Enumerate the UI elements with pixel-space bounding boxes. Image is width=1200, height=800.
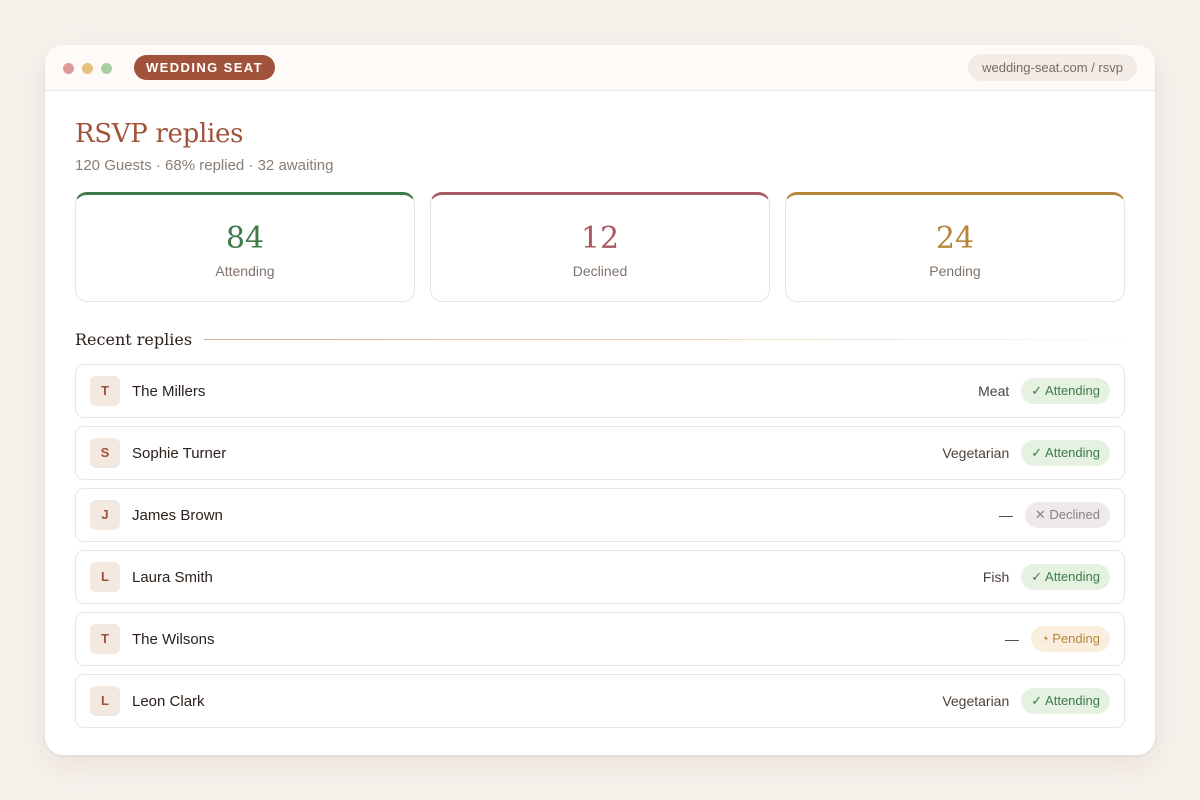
- status-badge: ✓ Attending: [1021, 688, 1110, 714]
- guest-name: The Millers: [132, 382, 206, 400]
- guest-name: James Brown: [132, 506, 223, 524]
- list-item[interactable]: L Laura Smith Fish ✓ Attending: [75, 550, 1125, 604]
- minimize-window-dot[interactable]: [82, 63, 93, 74]
- section-title: Recent replies: [75, 329, 193, 349]
- list-item[interactable]: T The Wilsons — ◔ Pending: [75, 612, 1125, 666]
- stat-value: 24: [935, 221, 975, 256]
- replies-list: T The Millers Meat ✓ Attending S Sophie …: [75, 364, 1125, 728]
- meal-choice: Vegetarian: [942, 445, 1010, 461]
- meal-choice: Vegetarian: [942, 693, 1010, 709]
- avatar: T: [90, 376, 120, 406]
- maximize-window-dot[interactable]: [101, 63, 112, 74]
- page-title: RSVP replies: [75, 119, 244, 149]
- meal-choice: —: [1004, 631, 1019, 647]
- guest-name: Sophie Turner: [132, 444, 227, 462]
- guest-name: Laura Smith: [132, 568, 213, 586]
- page-subtitle: 120 Guests · 68% replied · 32 awaiting: [75, 157, 334, 174]
- main-content: RSVP replies 120 Guests · 68% replied · …: [75, 91, 1125, 736]
- meal-choice: Fish: [982, 569, 1010, 585]
- brand-badge: WEDDING SEAT: [134, 55, 275, 80]
- stat-label: Attending: [215, 263, 275, 279]
- list-item[interactable]: J James Brown — ✕ Declined: [75, 488, 1125, 542]
- stat-label: Pending: [929, 263, 981, 279]
- recent-replies-header: Recent replies: [75, 328, 1125, 350]
- avatar: L: [90, 686, 120, 716]
- guest-name: The Wilsons: [132, 630, 215, 648]
- stat-card-attending[interactable]: 84 Attending: [75, 192, 415, 302]
- status-badge: ✓ Attending: [1021, 564, 1110, 590]
- close-window-dot[interactable]: [63, 63, 74, 74]
- avatar: T: [90, 624, 120, 654]
- avatar: S: [90, 438, 120, 468]
- meal-choice: —: [998, 507, 1013, 523]
- stat-label: Declined: [572, 263, 628, 279]
- stat-card-declined[interactable]: 12 Declined: [430, 192, 770, 302]
- status-badge: ◔ Pending: [1030, 626, 1110, 652]
- guest-name: Leon Clark: [132, 692, 205, 710]
- url-bar[interactable]: wedding-seat.com / rsvp: [968, 54, 1137, 81]
- status-badge: ✕ Declined: [1024, 502, 1110, 528]
- avatar: L: [90, 562, 120, 592]
- avatar: J: [90, 500, 120, 530]
- section-divider: [204, 338, 1125, 340]
- stat-card-pending[interactable]: 24 Pending: [785, 192, 1125, 302]
- title-bar: WEDDING SEAT wedding-seat.com / rsvp: [45, 45, 1155, 91]
- list-item[interactable]: T The Millers Meat ✓ Attending: [75, 364, 1125, 418]
- stats-row: 84 Attending 12 Declined 24 Pending: [75, 192, 1125, 302]
- meal-choice: Meat: [978, 383, 1010, 399]
- status-badge: ✓ Attending: [1021, 440, 1110, 466]
- list-item[interactable]: S Sophie Turner Vegetarian ✓ Attending: [75, 426, 1125, 480]
- status-badge: ✓ Attending: [1021, 378, 1110, 404]
- app-window: WEDDING SEAT wedding-seat.com / rsvp RSV…: [45, 45, 1155, 755]
- stat-value: 84: [225, 221, 265, 256]
- list-item[interactable]: L Leon Clark Vegetarian ✓ Attending: [75, 674, 1125, 728]
- stat-value: 12: [580, 221, 620, 256]
